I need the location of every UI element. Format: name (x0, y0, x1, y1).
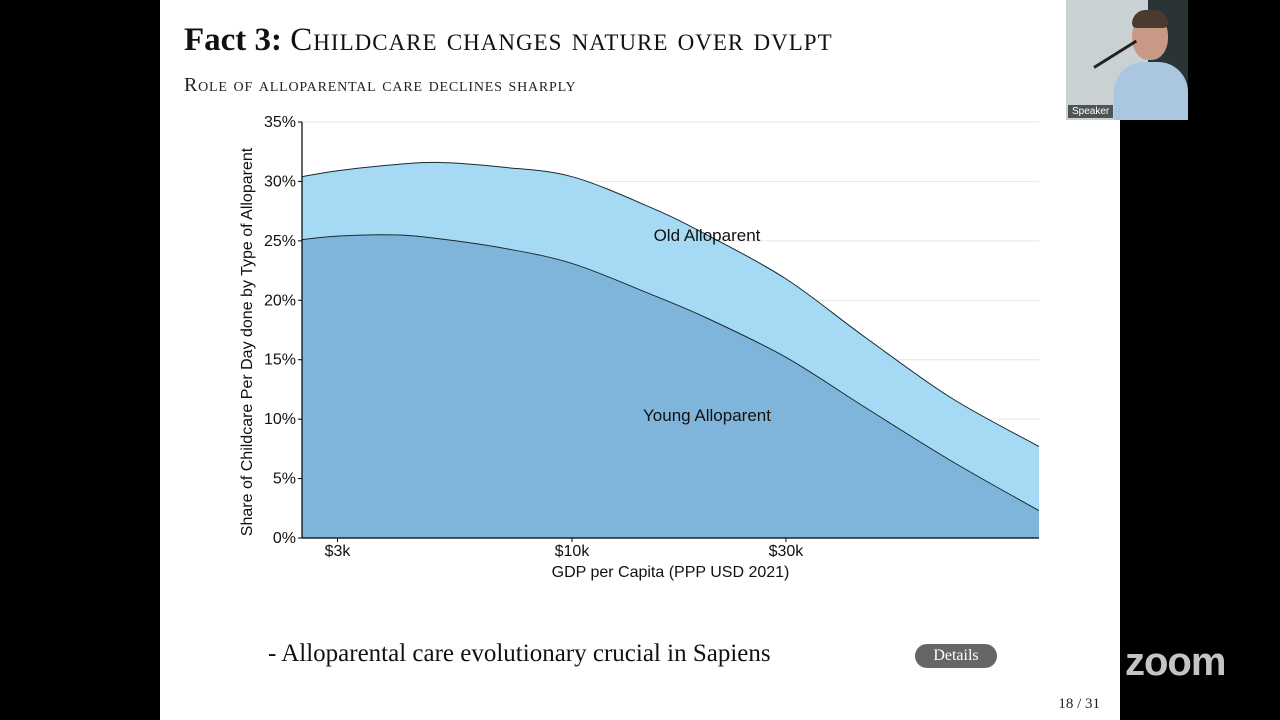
y-tick-label: 30% (264, 173, 296, 190)
title-prefix: Fact 3: (184, 22, 283, 58)
slide: Fact 3: Childcare changes nature over dv… (160, 0, 1120, 720)
y-tick-label: 10% (264, 411, 296, 428)
y-tick-label: 15% (264, 352, 296, 369)
speaker-hair (1132, 10, 1168, 28)
slide-title: Fact 3: Childcare changes nature over dv… (184, 22, 833, 59)
details-button[interactable]: Details (915, 644, 997, 668)
y-axis-label: Share of Childcare Per Day done by Type … (239, 147, 256, 536)
slide-subtitle: Role of alloparental care declines sharp… (184, 74, 577, 96)
y-tick-label: 0% (273, 530, 296, 547)
young-alloparent-area (302, 234, 1039, 539)
series-label-old-alloparent: Old Alloparent (654, 226, 761, 245)
series-label-young-alloparent: Young Alloparent (643, 406, 771, 425)
y-tick-label: 35% (264, 114, 296, 131)
area-chart: 0% 5% 10% 15% 20% 25% 30% 35% $3k $10k $30k GDP per… (239, 114, 1040, 581)
speaker-body (1114, 62, 1188, 120)
y-tick-label: 25% (264, 233, 296, 250)
y-tick-label: 5% (273, 471, 296, 488)
x-tick-label: $10k (555, 543, 591, 560)
zoom-logo: zoom (1125, 640, 1226, 684)
speaker-label: Speaker (1068, 105, 1114, 118)
bullet-point: - Alloparental care evolutionary crucial… (268, 640, 771, 667)
x-axis-label: GDP per Capita (PPP USD 2021) (552, 564, 790, 581)
y-tick-label: 20% (264, 292, 296, 309)
x-tick-label: $3k (325, 543, 352, 560)
old-alloparent-line (301, 161, 1040, 447)
x-tick-label: $30k (769, 543, 805, 560)
page-number: 18 / 31 (1058, 696, 1100, 712)
title-text: Childcare changes nature over dvlpt (290, 22, 833, 58)
speaker-video-thumbnail[interactable]: Speaker (1066, 0, 1188, 120)
young-alloparent-line (301, 234, 1040, 512)
